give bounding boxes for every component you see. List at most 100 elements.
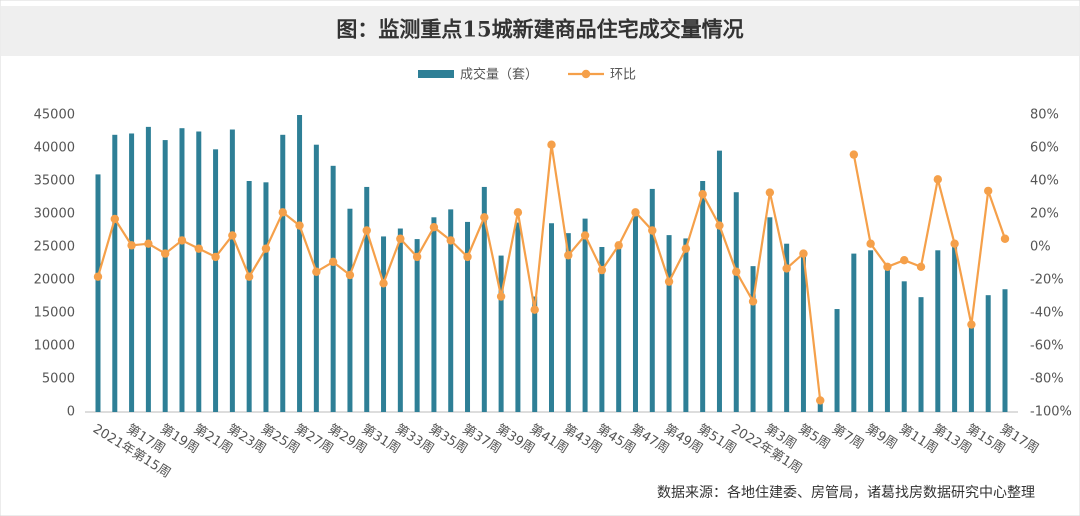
- bar: [1002, 289, 1008, 412]
- bar: [800, 251, 806, 412]
- line-marker: [816, 396, 825, 405]
- bar: [901, 281, 907, 412]
- bar: [868, 250, 874, 412]
- line-marker: [513, 208, 523, 217]
- line-marker: [732, 267, 741, 276]
- bar: [179, 128, 185, 412]
- y2-tick-label: 60%: [1030, 141, 1059, 156]
- bar: [145, 126, 151, 412]
- line-marker: [580, 231, 590, 240]
- line-marker: [480, 213, 489, 222]
- line-marker: [127, 241, 136, 250]
- bar: [599, 247, 605, 412]
- line-marker: [782, 264, 791, 273]
- bar: [834, 309, 840, 412]
- line-marker: [748, 297, 758, 306]
- line-marker: [866, 239, 875, 248]
- bar: [515, 222, 521, 412]
- line-marker: [496, 292, 506, 301]
- y-tick-label: 20000: [34, 273, 75, 288]
- line-marker: [916, 262, 926, 271]
- line-marker: [328, 257, 338, 267]
- bar: [330, 165, 336, 412]
- line-marker: [211, 252, 220, 262]
- bar: [666, 235, 672, 412]
- y2-tick-label: 40%: [1030, 174, 1059, 189]
- bar: [582, 218, 588, 412]
- bar: [414, 239, 420, 412]
- line: [96, 144, 1007, 401]
- legend-swatch: [581, 69, 591, 79]
- source-note: 数据来源：各地住建委、房管局，诸葛找房数据研究中心整理: [657, 485, 1035, 501]
- bar: [112, 134, 118, 413]
- bar: [700, 181, 706, 412]
- line-marker: [244, 272, 254, 281]
- line-marker: [379, 279, 388, 288]
- bar: [683, 238, 689, 412]
- legend-swatch: [418, 70, 454, 78]
- line-marker: [849, 150, 859, 159]
- bar: [95, 174, 101, 412]
- line-marker: [698, 190, 707, 199]
- bar: [129, 133, 135, 413]
- line-marker: [295, 221, 304, 230]
- line-marker: [1000, 234, 1010, 243]
- bar: [162, 140, 168, 412]
- line-marker: [412, 252, 422, 262]
- bar: [263, 182, 269, 412]
- line-marker: [715, 221, 724, 230]
- bar: [498, 255, 504, 412]
- legend-label: 成交量（套）: [460, 67, 538, 83]
- y-tick-label: 45000: [34, 108, 75, 123]
- line-marker: [681, 244, 691, 253]
- bar: [767, 217, 773, 412]
- y2-tick-label: -80%: [1030, 372, 1064, 387]
- y-tick-label: 5000: [42, 372, 75, 387]
- legend-label: 环比: [610, 68, 636, 83]
- bar: [968, 324, 974, 412]
- line-marker: [883, 262, 892, 271]
- line-marker: [463, 252, 472, 262]
- line-marker: [429, 223, 439, 232]
- y-tick-label: 30000: [34, 207, 75, 222]
- bar: [465, 221, 471, 412]
- line-marker: [597, 265, 607, 275]
- bar: [851, 253, 857, 412]
- line-marker: [933, 175, 943, 184]
- bar: [364, 186, 370, 412]
- y2-tick-label: 80%: [1030, 108, 1059, 123]
- bar: [985, 295, 991, 412]
- line-marker: [950, 239, 959, 248]
- line-marker: [110, 214, 119, 224]
- line-marker: [93, 272, 103, 281]
- bar: [716, 150, 722, 412]
- bar: [246, 181, 252, 412]
- bar: [280, 134, 286, 413]
- line-marker: [194, 244, 203, 253]
- line-marker: [446, 236, 455, 245]
- y2-tick-label: -20%: [1030, 273, 1064, 288]
- bar: [884, 270, 890, 412]
- bar: [817, 400, 823, 412]
- y2-tick-label: 0%: [1030, 240, 1051, 255]
- bar: [532, 296, 538, 412]
- bar: [297, 115, 303, 412]
- y2-tick-label: -100%: [1030, 405, 1072, 420]
- bar: [733, 192, 739, 412]
- y-tick-label: 25000: [34, 240, 75, 255]
- y2-tick-label: 20%: [1030, 207, 1059, 222]
- line-marker: [765, 188, 775, 197]
- chart-title: 图：监测重点15城新建商品住宅成交量情况: [336, 17, 743, 42]
- line-marker: [160, 249, 170, 258]
- bar: [213, 149, 219, 412]
- bar: [649, 188, 655, 412]
- bar: [616, 241, 622, 412]
- bar: [565, 233, 571, 412]
- y-tick-label: 40000: [34, 141, 75, 156]
- bar: [431, 217, 437, 412]
- line-marker: [984, 186, 993, 196]
- line-marker: [631, 208, 640, 217]
- y-tick-label: 0: [67, 405, 75, 420]
- title-band: [1, 6, 1079, 56]
